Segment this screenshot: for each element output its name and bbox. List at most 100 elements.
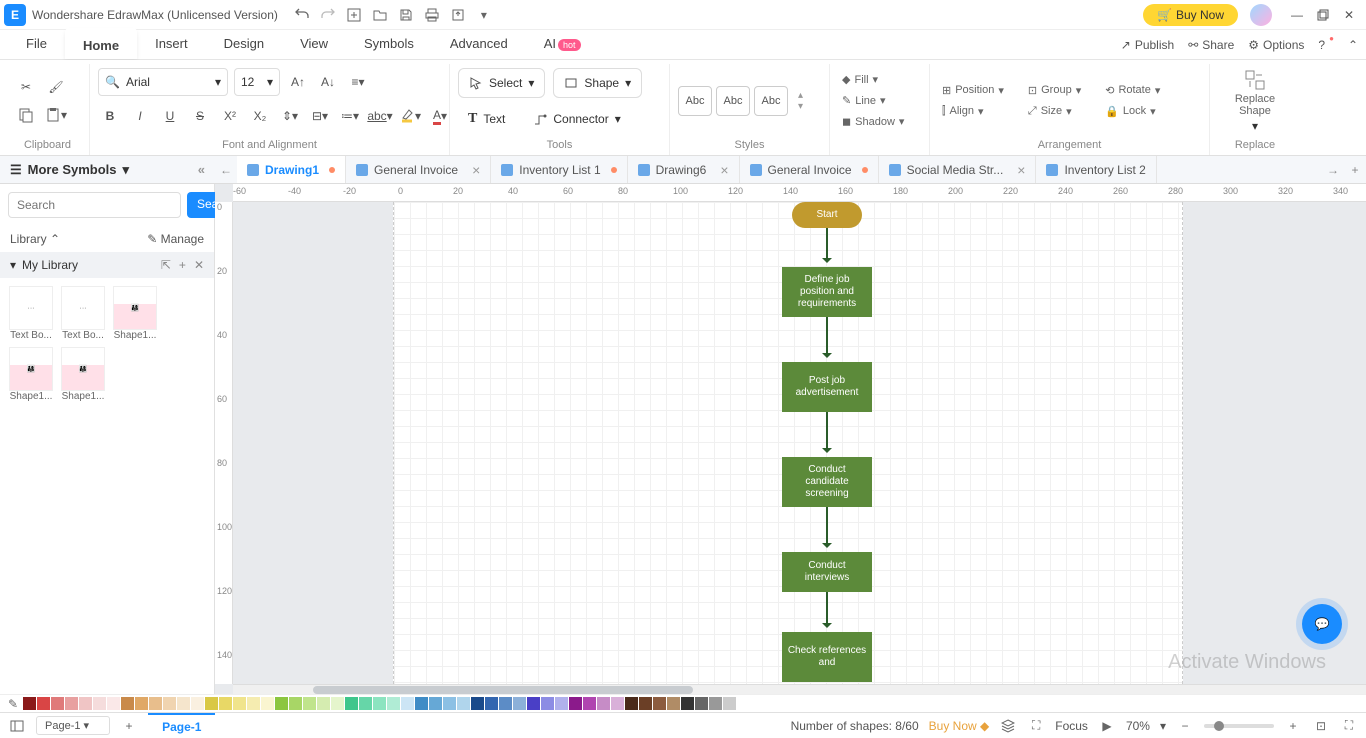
new-tab-icon[interactable]: + <box>1344 156 1366 183</box>
flowchart-arrow[interactable] <box>826 592 828 627</box>
shape-thumbnail[interactable]: 👨‍👩‍👧Shape1... <box>60 347 106 402</box>
paste-icon[interactable]: ▾ <box>44 103 68 127</box>
color-swatch[interactable] <box>457 697 470 710</box>
minimize-button[interactable]: — <box>1284 2 1310 28</box>
doc-tab[interactable]: Drawing1 <box>237 156 346 183</box>
doc-tab[interactable]: General Invoice× <box>346 156 491 183</box>
manage-button[interactable]: ✎ Manage <box>147 232 204 246</box>
text-tool-button[interactable]: TText <box>458 104 515 134</box>
share-button[interactable]: ⚯Share <box>1188 38 1234 52</box>
select-tool-button[interactable]: Select▾ <box>458 68 545 98</box>
tab-close-icon[interactable]: × <box>472 162 480 178</box>
color-swatch[interactable] <box>639 697 652 710</box>
color-swatch[interactable] <box>681 697 694 710</box>
open-icon[interactable] <box>372 7 388 23</box>
subscript-icon[interactable]: X₂ <box>248 104 272 128</box>
color-swatch[interactable] <box>527 697 540 710</box>
doc-tab[interactable]: Drawing6× <box>628 156 740 183</box>
color-swatch[interactable] <box>37 697 50 710</box>
style-preset-3[interactable]: Abc <box>754 86 788 116</box>
color-swatch[interactable] <box>65 697 78 710</box>
color-swatch[interactable] <box>653 697 666 710</box>
more-symbols-header[interactable]: ☰ More Symbols▾ « <box>0 156 215 183</box>
bullets-icon[interactable]: ≔▾ <box>338 104 362 128</box>
color-swatch[interactable] <box>499 697 512 710</box>
focus-icon[interactable]: ⛶ <box>1027 717 1045 735</box>
color-swatch[interactable] <box>233 697 246 710</box>
color-swatch[interactable] <box>163 697 176 710</box>
tab-close-icon[interactable]: × <box>1017 162 1025 178</box>
doc-tab[interactable]: General Invoice <box>740 156 879 183</box>
color-swatch[interactable] <box>695 697 708 710</box>
menu-insert[interactable]: Insert <box>137 30 206 59</box>
qat-more-icon[interactable]: ▾ <box>476 7 492 23</box>
color-swatch[interactable] <box>121 697 134 710</box>
color-swatch[interactable] <box>23 697 36 710</box>
color-swatch[interactable] <box>135 697 148 710</box>
new-icon[interactable] <box>346 7 362 23</box>
collapse-sidebar-icon[interactable]: « <box>198 162 205 177</box>
lib-add-icon[interactable]: + <box>179 258 186 272</box>
format-painter-icon[interactable]: 🖌 <box>44 75 68 99</box>
avatar[interactable] <box>1250 4 1272 26</box>
shadow-button[interactable]: ◼Shadow▾ <box>838 113 908 130</box>
increase-font-icon[interactable]: A↑ <box>286 70 310 94</box>
shape-thumbnail[interactable]: 👨‍👩‍👧Shape1... <box>112 286 158 341</box>
font-color-icon[interactable]: A▾ <box>428 104 452 128</box>
menu-ai[interactable]: AIhot <box>526 30 599 59</box>
color-swatch[interactable] <box>471 697 484 710</box>
color-swatch[interactable] <box>191 697 204 710</box>
color-swatch[interactable] <box>667 697 680 710</box>
color-swatch[interactable] <box>709 697 722 710</box>
size-button[interactable]: ⤢Size▾ <box>1024 103 1085 120</box>
help-button[interactable]: ?● <box>1318 38 1334 52</box>
status-buy-now[interactable]: Buy Now ◆ <box>929 719 990 733</box>
search-input[interactable] <box>8 192 181 218</box>
indent-icon[interactable]: ⊟▾ <box>308 104 332 128</box>
color-swatch[interactable] <box>317 697 330 710</box>
gallery-up-icon[interactable]: ▴ <box>798 90 803 101</box>
horizontal-scrollbar[interactable] <box>233 684 1366 694</box>
export-icon[interactable] <box>450 7 466 23</box>
menu-advanced[interactable]: Advanced <box>432 30 526 59</box>
canvas[interactable]: StartDefine job position and requirement… <box>233 202 1366 684</box>
flowchart-node[interactable]: Post job advertisement <box>782 362 872 412</box>
gallery-down-icon[interactable]: ▾ <box>798 101 803 112</box>
color-swatch[interactable] <box>275 697 288 710</box>
color-swatch[interactable] <box>51 697 64 710</box>
flowchart-arrow[interactable] <box>826 228 828 262</box>
connector-tool-button[interactable]: Connector▾ <box>523 104 630 134</box>
add-page-icon[interactable]: + <box>120 717 138 735</box>
flowchart-node[interactable]: Check references and <box>782 632 872 682</box>
underline-icon[interactable]: U <box>158 104 182 128</box>
font-size-select[interactable]: 12▾ <box>234 68 280 96</box>
color-swatch[interactable] <box>415 697 428 710</box>
color-swatch[interactable] <box>373 697 386 710</box>
tabs-scroll-right-icon[interactable]: → <box>1322 156 1344 183</box>
options-button[interactable]: ⚙Options <box>1248 38 1304 52</box>
shape-thumbnail[interactable]: ···Text Bo... <box>8 286 54 341</box>
color-swatch[interactable] <box>485 697 498 710</box>
scrollbar-thumb[interactable] <box>313 686 693 694</box>
page-tab[interactable]: Page-1 <box>148 713 215 738</box>
page-dropdown[interactable]: Page-1 ▾ <box>36 716 110 735</box>
undo-icon[interactable] <box>294 7 310 23</box>
fullscreen-icon[interactable]: ⛶ <box>1340 717 1358 735</box>
tab-close-icon[interactable]: × <box>720 162 728 178</box>
color-swatch[interactable] <box>303 697 316 710</box>
layers-icon[interactable] <box>999 717 1017 735</box>
style-gallery[interactable]: Abc Abc Abc <box>678 86 788 116</box>
menu-symbols[interactable]: Symbols <box>346 30 432 59</box>
style-preset-1[interactable]: Abc <box>678 86 712 116</box>
color-swatch[interactable] <box>79 697 92 710</box>
page[interactable]: StartDefine job position and requirement… <box>393 202 1183 684</box>
zoom-out-icon[interactable]: − <box>1176 717 1194 735</box>
color-swatch[interactable] <box>261 697 274 710</box>
rotate-button[interactable]: ⟲Rotate▾ <box>1101 82 1164 99</box>
color-swatch[interactable] <box>611 697 624 710</box>
strike-icon[interactable]: S <box>188 104 212 128</box>
fill-button[interactable]: ◆Fill▾ <box>838 71 908 88</box>
flowchart-node[interactable]: Define job position and requirements <box>782 267 872 317</box>
pages-panel-icon[interactable] <box>8 717 26 735</box>
superscript-icon[interactable]: X² <box>218 104 242 128</box>
